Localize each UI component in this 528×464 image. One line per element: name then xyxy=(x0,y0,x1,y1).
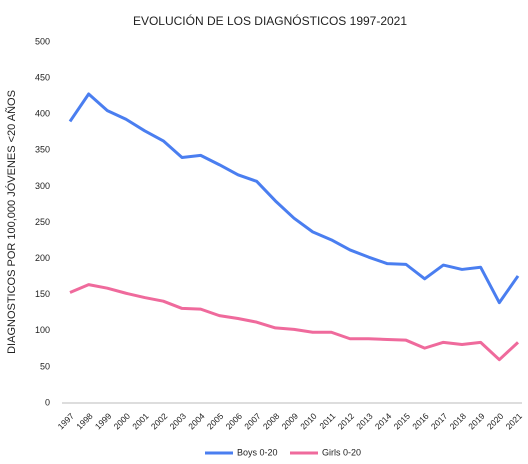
y-tick-label: 250 xyxy=(35,217,50,227)
x-tick-label: 1999 xyxy=(93,411,114,432)
x-tick-label: 2009 xyxy=(280,411,301,432)
x-tick-label: 2018 xyxy=(448,411,469,432)
series-line xyxy=(68,92,520,305)
x-tick-label: 2020 xyxy=(485,411,506,432)
chart-title: EVOLUCIÓN DE LOS DIAGNÓSTICOS 1997-2021 xyxy=(133,13,407,28)
x-tick-label: 2001 xyxy=(130,411,151,432)
legend-label: Girls 0-20 xyxy=(322,447,361,457)
x-tick-label: 2007 xyxy=(242,411,263,432)
x-tick-label: 2017 xyxy=(429,411,450,432)
series-line xyxy=(69,283,520,362)
y-tick-label: 400 xyxy=(35,109,50,119)
x-tick-label: 2000 xyxy=(112,411,133,432)
legend-label: Boys 0-20 xyxy=(237,447,278,457)
x-tick-label: 1997 xyxy=(56,411,77,432)
y-tick-label: 50 xyxy=(40,361,50,371)
x-tick-label: 2008 xyxy=(261,411,282,432)
x-tick-label: 2002 xyxy=(149,411,170,432)
x-tick-label: 1998 xyxy=(74,411,95,432)
x-tick-label: 2011 xyxy=(317,411,337,431)
x-tick-label: 2010 xyxy=(298,411,319,432)
y-tick-label: 500 xyxy=(35,36,50,46)
x-tick-label: 2019 xyxy=(466,411,487,432)
x-tick-label: 2014 xyxy=(373,411,394,432)
x-tick-label: 2012 xyxy=(336,411,357,432)
x-tick-label: 2013 xyxy=(354,411,375,432)
x-tick-label: 2021 xyxy=(504,411,525,432)
x-tick-label: 2003 xyxy=(168,411,189,432)
y-tick-label: 150 xyxy=(35,289,50,299)
y-tick-label: 450 xyxy=(35,72,50,82)
y-axis-label: DIAGNOSTICOS POR 100,000 JÓVENES <20 AÑO… xyxy=(5,90,18,354)
y-tick-label: 350 xyxy=(35,145,50,155)
y-tick-label: 100 xyxy=(35,325,50,335)
x-tick-label: 2016 xyxy=(410,411,431,432)
x-tick-label: 2006 xyxy=(224,411,245,432)
y-tick-label: 0 xyxy=(45,397,50,407)
x-tick-label: 2015 xyxy=(392,411,413,432)
y-tick-label: 200 xyxy=(35,253,50,263)
x-tick-label: 2005 xyxy=(205,411,226,432)
y-tick-label: 300 xyxy=(35,181,50,191)
x-tick-label: 2004 xyxy=(186,411,207,432)
